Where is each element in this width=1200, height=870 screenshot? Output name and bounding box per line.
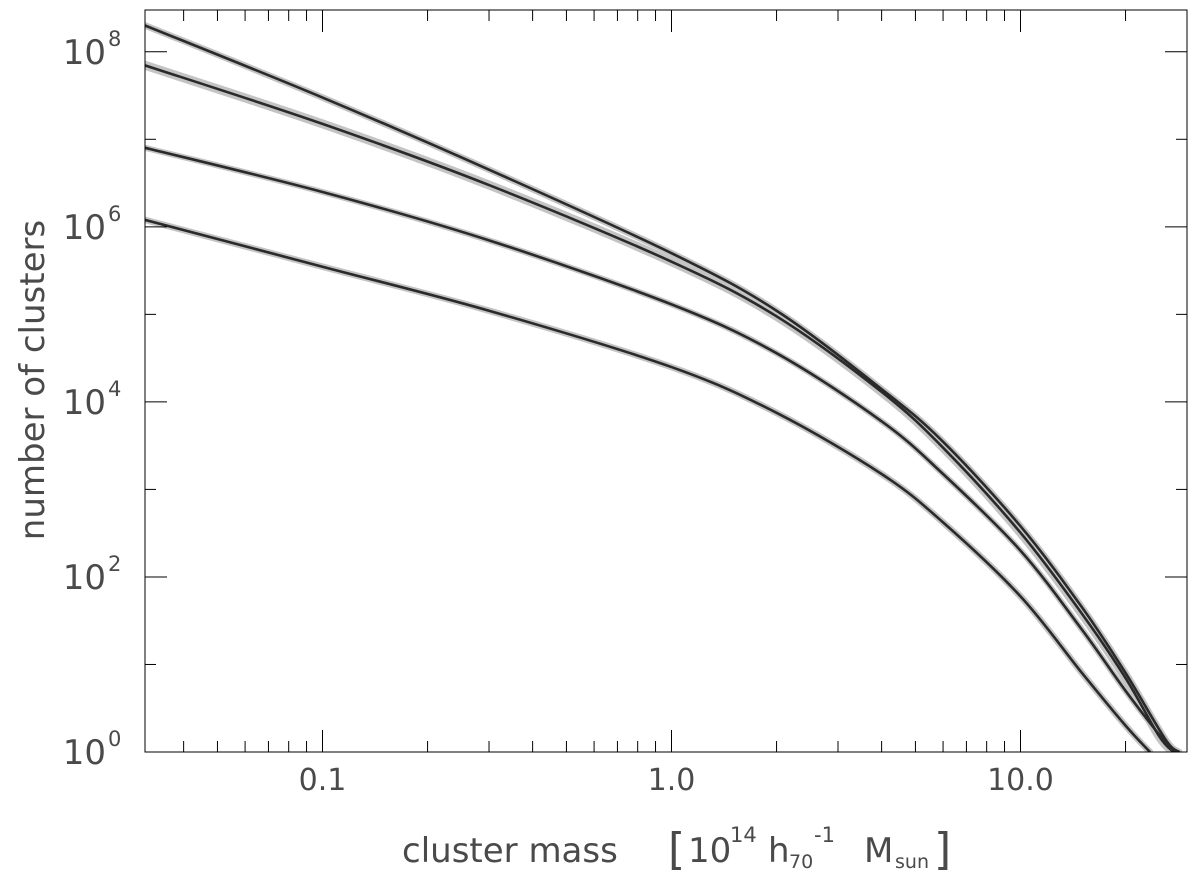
- x-tick-label: 10.0: [987, 763, 1054, 798]
- x-axis-label-text: cluster mass: [402, 831, 618, 870]
- x-unit-h-exp: -1: [814, 823, 835, 847]
- y-tick-label: 10 6: [63, 202, 122, 248]
- y-tick-label-exp: 0: [108, 727, 121, 751]
- y-tick-label-base: 10: [63, 383, 106, 423]
- series-lines: [145, 24, 1181, 752]
- x-tick-label: 1.0: [648, 763, 696, 798]
- y-tick-label: 10 0: [63, 727, 122, 773]
- y-tick-label-base: 10: [63, 33, 106, 73]
- x-unit-m-sub: sun: [895, 851, 929, 870]
- y-tick-label-exp: 4: [108, 377, 121, 401]
- plot-frame: [144, 9, 1188, 753]
- x-unit-exp: 14: [730, 823, 757, 847]
- y-axis-label: number of clusters: [13, 220, 53, 540]
- y-tick-label: 10 2: [63, 552, 122, 598]
- series-band-3: [145, 144, 1180, 752]
- x-unit-base: 10: [688, 831, 731, 870]
- series-line-1: [145, 24, 1181, 752]
- y-tick-label: 10 8: [63, 27, 122, 73]
- y-tick-label-base: 10: [63, 208, 106, 248]
- x-axis-unit: [ 10 14 h 70 -1 M sun ]: [668, 823, 951, 870]
- axis-ticks: [145, 10, 1188, 753]
- y-tick-label-base: 10: [63, 558, 106, 598]
- y-tick-label-exp: 6: [108, 202, 121, 226]
- x-tick-label: 0.1: [299, 763, 347, 798]
- x-unit-m: M: [864, 831, 893, 870]
- series-line-2: [145, 64, 1175, 752]
- series-band-4: [145, 216, 1154, 752]
- y-tick-label-base: 10: [63, 733, 106, 773]
- y-tick-label-exp: 2: [108, 552, 121, 576]
- y-tick-label-exp: 8: [108, 27, 121, 51]
- x-unit-h: h: [768, 831, 790, 870]
- x-unit-bracket-open: [: [668, 824, 685, 870]
- x-unit-h-sub: 70: [789, 851, 813, 870]
- x-axis-label: cluster mass: [402, 831, 618, 870]
- uncertainty-bands: [145, 22, 1183, 752]
- series-line-4: [145, 218, 1151, 752]
- series-band-1: [145, 22, 1183, 752]
- series-line-3: [145, 146, 1178, 752]
- x-tick-labels: 0.1 1.0 10.0: [299, 763, 1054, 798]
- x-unit-bracket-close: ]: [934, 824, 951, 870]
- y-tick-label: 10 4: [63, 377, 122, 423]
- series-band-2: [145, 60, 1179, 752]
